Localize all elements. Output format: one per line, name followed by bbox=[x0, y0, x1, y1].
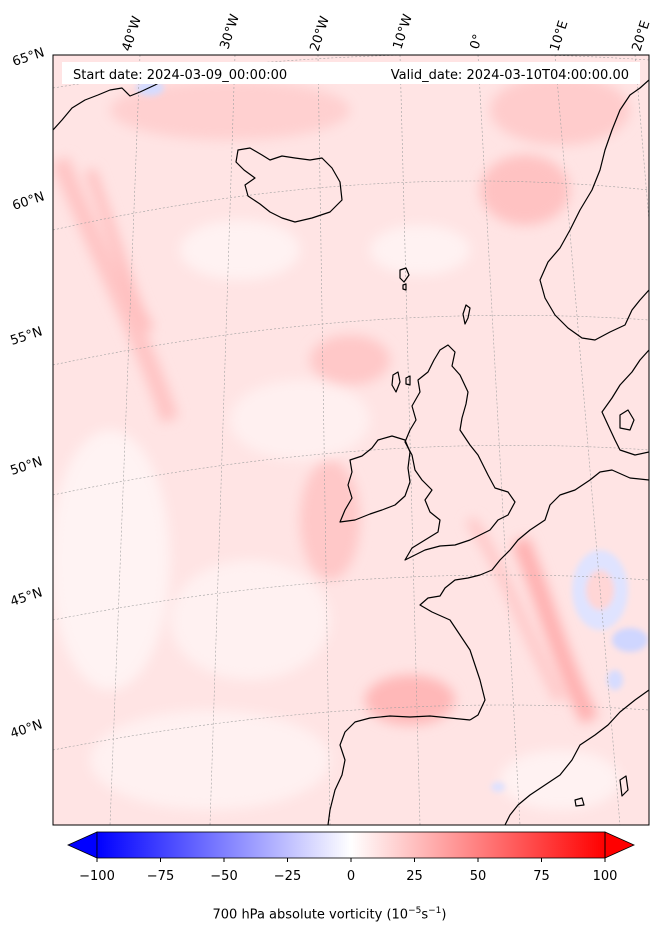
latitude-labels: 65°N 60°N 55°N 50°N 45°N 40°N bbox=[9, 45, 47, 741]
colorbar-title: 700 hPa absolute vorticity (10−5s−1) bbox=[0, 906, 659, 922]
colorbar-tick-label: 100 bbox=[593, 869, 618, 884]
lon-label-10e: 10°E bbox=[548, 19, 572, 53]
lat-label-60n: 60°N bbox=[11, 189, 47, 213]
coastlines bbox=[53, 77, 649, 825]
colorbar-title-exp2: −1 bbox=[428, 906, 442, 916]
colorbar: −100 −75 −50 −25 0 25 50 75 100 bbox=[67, 831, 635, 884]
start-date-label: Start date: 2024-03-09_00:00:00 bbox=[73, 68, 287, 83]
colorbar-tick-label: −75 bbox=[147, 869, 174, 884]
colorbar-high-extend bbox=[604, 831, 635, 859]
colorbar-tick-label: −50 bbox=[210, 869, 237, 884]
colorbar-tick-label: 25 bbox=[406, 869, 423, 884]
colorbar-gradient bbox=[97, 832, 605, 858]
lon-label-0: 0° bbox=[468, 33, 487, 52]
lon-label-30w: 30°W bbox=[218, 12, 243, 51]
lat-label-40n: 40°N bbox=[9, 717, 45, 741]
valid-date-label: Valid_date: 2024-03-10T04:00:00.00 bbox=[391, 68, 629, 83]
map-frame bbox=[52, 54, 650, 826]
colorbar-title-end: ) bbox=[441, 907, 447, 923]
lon-label-20w: 20°W bbox=[308, 14, 333, 53]
colorbar-title-mid: s bbox=[421, 907, 429, 923]
lat-label-65n: 65°N bbox=[11, 45, 47, 69]
colorbar-tick-label: 0 bbox=[347, 869, 355, 884]
lon-label-10w: 10°W bbox=[391, 12, 416, 51]
vorticity-field bbox=[53, 55, 649, 825]
lat-label-55n: 55°N bbox=[9, 324, 45, 348]
colorbar-title-exp1: −5 bbox=[408, 906, 422, 916]
lat-label-45n: 45°N bbox=[9, 585, 45, 609]
colorbar-title-main: 700 hPa absolute vorticity (10 bbox=[212, 907, 409, 923]
lon-label-40w: 40°W bbox=[120, 14, 145, 53]
lat-label-50n: 50°N bbox=[9, 454, 45, 478]
colorbar-tick-label: −25 bbox=[274, 869, 301, 884]
colorbar-low-extend bbox=[67, 831, 98, 859]
colorbar-tick-label: −100 bbox=[79, 869, 115, 884]
lon-label-20e: 20°E bbox=[630, 19, 654, 53]
colorbar-tick-label: 75 bbox=[533, 869, 550, 884]
longitude-labels: 40°W 30°W 20°W 10°W 0° 10°E 20°E bbox=[120, 12, 654, 53]
header-box bbox=[62, 62, 640, 84]
colorbar-tick-label: 50 bbox=[470, 869, 487, 884]
colorbar-ticks: −100 −75 −50 −25 0 25 50 75 100 bbox=[79, 858, 617, 884]
